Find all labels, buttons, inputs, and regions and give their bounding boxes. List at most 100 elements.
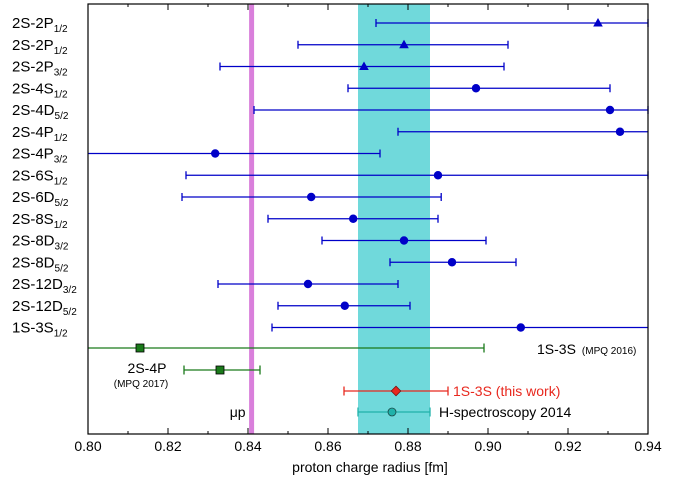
measurement-row: 2S-8D3/2 bbox=[12, 233, 487, 253]
data-point bbox=[307, 192, 316, 202]
comparison-marker bbox=[215, 365, 225, 375]
row-subscript: 1/2 bbox=[54, 133, 68, 144]
data-point bbox=[399, 39, 409, 49]
row-label: 2S-4P1/2 bbox=[12, 124, 68, 144]
row-label: 2S-4D5/2 bbox=[12, 102, 69, 122]
row-subscript: 3/2 bbox=[55, 242, 69, 253]
data-point bbox=[471, 84, 481, 93]
measurement-row: 2S-2P3/2 bbox=[12, 59, 505, 79]
x-tick-label: 0.80 bbox=[74, 438, 101, 454]
row-label: 1S-3S1/2 bbox=[12, 320, 68, 340]
comparison-marker bbox=[135, 343, 145, 353]
label-1s3s-mpq2016: 1S-3S (MPQ 2016) bbox=[537, 341, 636, 357]
x-tick-label: 0.90 bbox=[474, 438, 501, 454]
row-subscript: 3/2 bbox=[54, 68, 68, 79]
comparison-marker bbox=[390, 385, 402, 397]
data-point bbox=[211, 149, 220, 158]
row-level: 2S-2P bbox=[12, 59, 54, 76]
label-2s4p-note: (MPQ 2017) bbox=[114, 379, 168, 390]
data-point bbox=[399, 236, 409, 245]
row-level: 1S-3S bbox=[12, 320, 54, 337]
measurement-row: 2S-8S1/2 bbox=[12, 211, 439, 231]
row-subscript: 1/2 bbox=[54, 24, 68, 35]
measurement-row: 2S-4P3/2 bbox=[12, 146, 381, 166]
comparison-point bbox=[343, 385, 449, 397]
row-label: 2S-8D5/2 bbox=[12, 254, 69, 274]
row-level: 2S-8D bbox=[12, 233, 55, 250]
x-axis: 0.80 0.82 0.84 0.86 0.88 0.90 0.92 0.94 bbox=[74, 4, 662, 454]
row-subscript: 5/2 bbox=[63, 307, 77, 318]
label-name: 1S-3S bbox=[537, 341, 576, 357]
data-point bbox=[349, 214, 358, 223]
label-note: (MPQ 2016) bbox=[582, 346, 636, 357]
row-level: 2S-4P bbox=[12, 124, 54, 141]
row-subscript: 3/2 bbox=[54, 155, 68, 166]
row-label: 2S-8D3/2 bbox=[12, 233, 69, 253]
measurement-row: 2S-12D5/2 bbox=[12, 298, 411, 318]
comparison-point bbox=[183, 365, 261, 375]
row-subscript: 3/2 bbox=[63, 285, 77, 296]
row-level: 2S-4S bbox=[12, 80, 54, 97]
data-point bbox=[359, 61, 369, 70]
row-level: 2S-12D bbox=[12, 276, 63, 293]
x-tick-label: 0.88 bbox=[394, 438, 421, 454]
muonic-hydrogen-label: μp bbox=[230, 404, 246, 420]
row-level: 2S-6D bbox=[12, 189, 55, 206]
row-label: 2S-6S1/2 bbox=[12, 167, 68, 187]
row-level: 2S-8D bbox=[12, 254, 55, 271]
row-subscript: 1/2 bbox=[54, 89, 68, 100]
comparison-point bbox=[88, 343, 485, 353]
row-subscript: 5/2 bbox=[55, 111, 69, 122]
measurement-row: 2S-4P1/2 bbox=[12, 124, 648, 144]
row-label: 2S-2P1/2 bbox=[12, 37, 68, 57]
data-point bbox=[516, 323, 525, 332]
row-level: 2S-8S bbox=[12, 211, 54, 228]
annotations-layer: μp 1S-3S (MPQ 2016) 2S-4P (MPQ 2017) 1S-3S (… bbox=[114, 341, 637, 420]
label-this-work: 1S-3S (this work) bbox=[453, 383, 560, 399]
measurement-row: 2S-6D5/2 bbox=[12, 189, 442, 209]
row-level: 2S-12D bbox=[12, 298, 63, 315]
x-axis-title: proton charge radius [fm] bbox=[292, 459, 448, 475]
row-subscript: 1/2 bbox=[54, 220, 68, 231]
data-point bbox=[303, 279, 313, 289]
measurement-row: 2S-6S1/2 bbox=[12, 167, 649, 187]
x-tick-label: 0.82 bbox=[154, 438, 181, 454]
measurement-rows: 2S-2P1/22S-2P1/22S-2P3/22S-4S1/22S-4D5/2… bbox=[12, 15, 649, 340]
measurement-row: 2S-2P1/2 bbox=[12, 15, 649, 35]
x-tick-label: 0.86 bbox=[314, 438, 341, 454]
data-point bbox=[605, 105, 615, 115]
row-level: 2S-4P bbox=[12, 146, 54, 163]
label-h-spectroscopy: H-spectroscopy 2014 bbox=[439, 404, 572, 420]
measurement-row: 1S-3S1/2 bbox=[12, 320, 648, 340]
data-point bbox=[433, 171, 443, 180]
x-tick-label: 0.84 bbox=[234, 438, 261, 454]
row-label: 2S-8S1/2 bbox=[12, 211, 68, 231]
row-subscript: 5/2 bbox=[55, 263, 69, 274]
comparison-marker bbox=[387, 407, 397, 417]
x-tick-label: 0.92 bbox=[554, 438, 581, 454]
row-subscript: 1/2 bbox=[54, 46, 68, 57]
measurement-row: 2S-4D5/2 bbox=[12, 102, 649, 122]
row-level: 2S-6S bbox=[12, 167, 54, 184]
row-level: 2S-2P bbox=[12, 15, 54, 32]
row-label: 2S-4P3/2 bbox=[12, 146, 68, 166]
data-point bbox=[615, 127, 625, 136]
data-point bbox=[447, 258, 457, 267]
row-label: 2S-6D5/2 bbox=[12, 189, 69, 209]
row-subscript: 1/2 bbox=[54, 329, 68, 340]
row-subscript: 1/2 bbox=[54, 176, 68, 187]
row-label: 2S-2P1/2 bbox=[12, 15, 68, 35]
data-point bbox=[340, 301, 349, 310]
measurement-row: 2S-12D3/2 bbox=[12, 276, 399, 296]
measurement-row: 2S-4S1/2 bbox=[12, 80, 611, 100]
row-label: 2S-12D3/2 bbox=[12, 276, 77, 296]
row-subscript: 5/2 bbox=[55, 198, 69, 209]
measurement-row: 2S-8D5/2 bbox=[12, 254, 517, 274]
row-level: 2S-2P bbox=[12, 37, 54, 54]
comparison-point bbox=[357, 407, 431, 417]
comparison-points bbox=[88, 343, 485, 417]
row-label: 2S-2P3/2 bbox=[12, 59, 68, 79]
row-level: 2S-4D bbox=[12, 102, 55, 119]
row-label: 2S-4S1/2 bbox=[12, 80, 68, 100]
